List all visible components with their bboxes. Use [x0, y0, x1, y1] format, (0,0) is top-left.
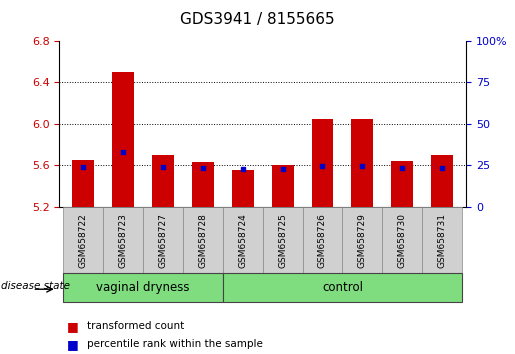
Bar [422, 207, 462, 273]
Bar [103, 207, 143, 273]
Bar [112, 72, 134, 207]
Bar [223, 207, 263, 273]
Text: control: control [322, 281, 363, 294]
Bar [351, 119, 373, 207]
Text: GDS3941 / 8155665: GDS3941 / 8155665 [180, 12, 335, 27]
Text: GSM658728: GSM658728 [198, 213, 208, 268]
Text: GSM658729: GSM658729 [358, 213, 367, 268]
Bar [143, 207, 183, 273]
Bar [232, 170, 254, 207]
Text: GSM658730: GSM658730 [398, 213, 407, 268]
Bar [342, 207, 382, 273]
Text: transformed count: transformed count [87, 321, 184, 331]
Bar [271, 166, 294, 207]
Bar [152, 155, 174, 207]
Text: GSM658726: GSM658726 [318, 213, 327, 268]
Text: GSM658722: GSM658722 [79, 213, 88, 268]
Bar [263, 207, 302, 273]
Bar [302, 207, 342, 273]
Bar [192, 162, 214, 207]
Text: disease state: disease state [1, 281, 70, 291]
Text: percentile rank within the sample: percentile rank within the sample [87, 339, 263, 349]
Bar [63, 207, 103, 273]
Bar [431, 155, 453, 207]
Bar [183, 207, 223, 273]
Text: GSM658725: GSM658725 [278, 213, 287, 268]
Bar [391, 161, 413, 207]
Text: GSM658727: GSM658727 [159, 213, 167, 268]
Bar [72, 160, 94, 207]
Text: GSM658731: GSM658731 [438, 213, 447, 268]
Text: ■: ■ [67, 320, 79, 333]
Bar [63, 273, 223, 302]
Text: GSM658724: GSM658724 [238, 213, 247, 268]
Text: vaginal dryness: vaginal dryness [96, 281, 190, 294]
Text: ■: ■ [67, 338, 79, 350]
Bar [223, 273, 462, 302]
Bar [382, 207, 422, 273]
Text: GSM658723: GSM658723 [118, 213, 128, 268]
Bar [312, 119, 333, 207]
